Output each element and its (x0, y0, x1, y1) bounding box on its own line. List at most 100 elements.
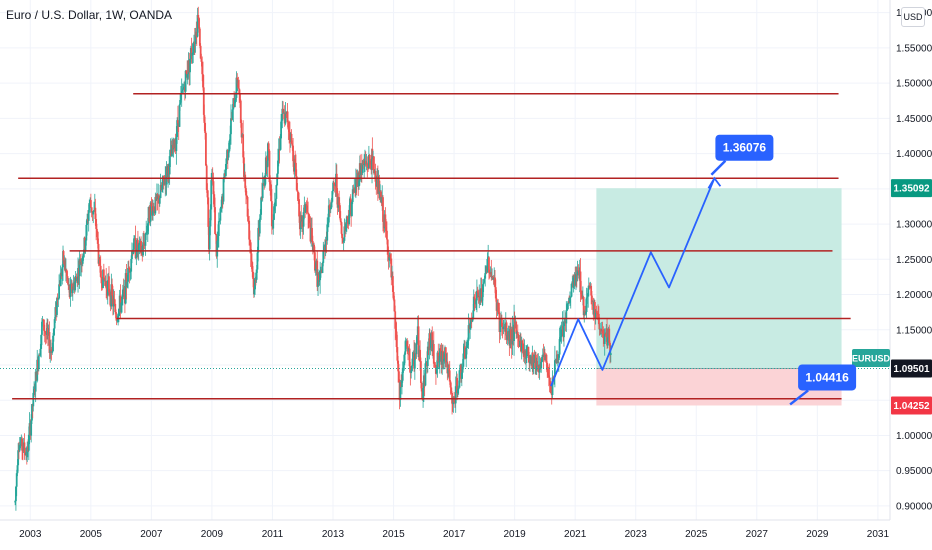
candle-down (488, 257, 490, 273)
candle-up (319, 270, 322, 281)
candle-down (490, 271, 493, 278)
candle-up (224, 163, 227, 176)
callout-box[interactable] (798, 364, 857, 391)
callout-box[interactable] (715, 134, 774, 161)
candle-up (469, 323, 472, 330)
candle-down (371, 148, 374, 159)
price-badge-label: 1.35092 (893, 184, 930, 195)
candle-up (358, 180, 360, 187)
projection-polyline[interactable] (550, 177, 716, 387)
candle-up (345, 223, 347, 231)
candle-up (472, 310, 475, 319)
candle-down (521, 340, 524, 344)
candle-down (89, 200, 92, 208)
y-tick-label: 1.15000 (896, 325, 932, 336)
candle-up (435, 368, 438, 374)
candle-down (494, 287, 497, 299)
x-tick-label: 2013 (322, 529, 345, 540)
x-tick-label: 2027 (746, 529, 769, 540)
candle-up (438, 348, 441, 362)
candle-up (318, 280, 321, 282)
y-tick-label: 1.45000 (896, 114, 932, 125)
candle-up (192, 52, 195, 54)
x-tick-label: 2019 (504, 529, 527, 540)
candle-up (53, 319, 56, 329)
candle-down (395, 328, 397, 332)
candle-down (581, 294, 583, 298)
candle-up (171, 144, 173, 157)
candle-down (94, 207, 97, 220)
candle-up (457, 387, 460, 390)
candle-down (108, 292, 111, 296)
candle-down (382, 197, 384, 222)
candle-down (494, 277, 496, 288)
candle-down (242, 134, 245, 158)
candle-down (346, 216, 349, 220)
candle-up (424, 363, 427, 386)
candle-up (216, 240, 219, 257)
candle-up (180, 93, 182, 101)
candle-up (454, 386, 457, 404)
candle-up (210, 180, 213, 210)
candle-up (447, 368, 450, 374)
candle-up (159, 184, 162, 199)
candle-up (152, 206, 154, 216)
y-tick-label: 1.30000 (896, 220, 932, 231)
candle-up (361, 160, 364, 173)
candle-up (138, 242, 141, 245)
candle-up (302, 212, 305, 227)
x-tick-label: 2005 (80, 529, 103, 540)
candle-up (499, 320, 502, 333)
candle-down (95, 219, 98, 229)
candle-up (146, 231, 148, 233)
candle-up (223, 173, 226, 179)
candle-up (520, 340, 523, 352)
candle-down (390, 258, 393, 278)
candle-up (132, 249, 135, 255)
candle-up (404, 351, 406, 355)
candle-up (351, 189, 354, 203)
candle-down (582, 297, 585, 316)
candle-up (74, 276, 77, 282)
candle-down (294, 158, 297, 163)
candle-down (96, 228, 98, 232)
candle-up (266, 160, 269, 168)
candle-down (380, 191, 382, 197)
support-resistance-lines (0, 92, 890, 400)
candle-down (199, 45, 202, 59)
candle-down (477, 292, 480, 298)
candle-up (576, 270, 579, 276)
candle-down (290, 133, 293, 144)
candle-up (58, 284, 60, 299)
candle-up (230, 118, 232, 135)
candle-up (481, 297, 484, 301)
candle-down (249, 242, 252, 254)
candle-up (161, 185, 164, 190)
candle-down (90, 207, 93, 213)
y-tick-label: 0.90000 (896, 501, 932, 512)
candle-down (212, 181, 215, 195)
candle-up (17, 450, 20, 466)
candle-up (137, 244, 140, 251)
candle-up (69, 284, 72, 298)
candle-up (264, 175, 266, 186)
candle-up (280, 120, 283, 122)
candle-down (254, 279, 257, 281)
candle-up (586, 296, 589, 298)
candle-down (547, 372, 549, 376)
candle-up (416, 337, 419, 344)
candle-down (288, 129, 291, 132)
candle-up (149, 202, 152, 222)
x-tick-label: 2021 (564, 529, 587, 540)
candle-up (181, 89, 184, 92)
candle-up (472, 296, 475, 311)
currency-selector[interactable]: USD (901, 7, 925, 27)
candle-up (26, 446, 29, 458)
candle-up (120, 302, 123, 313)
candle-down (291, 143, 294, 146)
candle-down (473, 296, 476, 300)
candle-down (252, 271, 254, 279)
candle-down (134, 238, 137, 259)
candle-up (92, 211, 95, 215)
